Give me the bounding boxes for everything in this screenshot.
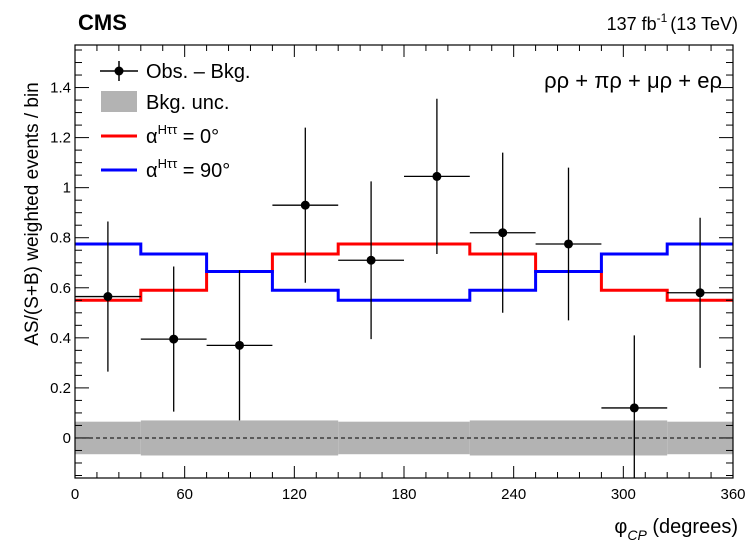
obs-point-0 bbox=[103, 292, 113, 302]
y-tick-label-2: 0.4 bbox=[50, 330, 71, 347]
obs-point-6 bbox=[498, 228, 508, 238]
legend-alpha90-label: αHττ = 90° bbox=[146, 156, 230, 182]
x-tick-label-6: 360 bbox=[720, 486, 745, 503]
y-tick-label-5: 1 bbox=[63, 180, 71, 197]
y-tick-label-4: 0.8 bbox=[50, 230, 71, 247]
x-tick-label-0: 0 bbox=[71, 486, 79, 503]
y-tick-label-0: 0 bbox=[63, 430, 71, 447]
legend-entry-obs: Obs. – Bkg. bbox=[100, 61, 251, 83]
series-line-alpha90 bbox=[75, 242, 733, 302]
legend-alpha0-label: αHττ = 0° bbox=[146, 122, 219, 148]
legend-obs-label: Obs. – Bkg. bbox=[146, 61, 251, 83]
lumi-label: 137 fb-1 (13 TeV) bbox=[607, 11, 738, 34]
x-tick-label-4: 240 bbox=[501, 486, 526, 503]
legend-unc-label: Bkg. unc. bbox=[146, 92, 229, 114]
energy-label: (13 TeV) bbox=[670, 14, 738, 34]
x-tick-label-5: 300 bbox=[611, 486, 636, 503]
y-tick-label-7: 1.4 bbox=[50, 80, 71, 97]
lumi-value: 137 fb bbox=[607, 14, 657, 34]
legend: Obs. – Bkg. Bkg. unc. αHττ = 0° αHττ = 9… bbox=[100, 61, 251, 182]
obs-point-2 bbox=[235, 340, 244, 350]
x-tick-label-1: 60 bbox=[176, 486, 193, 503]
y-tick-label-1: 0.2 bbox=[50, 380, 71, 397]
obs-point-1 bbox=[169, 334, 179, 344]
obs-point-8 bbox=[629, 403, 639, 413]
y-tick-label-3: 0.6 bbox=[50, 280, 71, 297]
obs-point-7 bbox=[564, 239, 573, 249]
obs-point-9 bbox=[695, 288, 705, 298]
legend-entry-alpha0: αHττ = 0° bbox=[101, 122, 219, 148]
obs-point-3 bbox=[300, 200, 310, 210]
legend-unc-swatch bbox=[101, 91, 137, 112]
experiment-label: CMS bbox=[78, 10, 127, 35]
legend-entry-alpha90: αHττ = 90° bbox=[101, 156, 230, 182]
y-axis-title: AS/(S+B) weighted events / bin bbox=[22, 82, 43, 346]
obs-point-4 bbox=[366, 255, 376, 265]
y-tick-label-6: 1.2 bbox=[50, 130, 71, 147]
legend-entry-unc: Bkg. unc. bbox=[101, 91, 229, 114]
x-axis-title: φCP (degrees) bbox=[614, 516, 738, 543]
lumi-exponent: -1 bbox=[657, 11, 668, 25]
x-tick-label-2: 120 bbox=[282, 486, 307, 503]
x-tick-label-3: 180 bbox=[391, 486, 416, 503]
legend-obs-marker bbox=[114, 66, 124, 76]
obs-point-5 bbox=[432, 171, 442, 181]
series-line-alpha0 bbox=[75, 242, 733, 302]
plot-area: 0 60 120 180 240 300 360 0 0.2 0.4 0.6 0.8 1 1.2 1.4 bbox=[50, 44, 746, 503]
channel-annotation: ρρ + πρ + μρ + eρ bbox=[544, 68, 722, 93]
